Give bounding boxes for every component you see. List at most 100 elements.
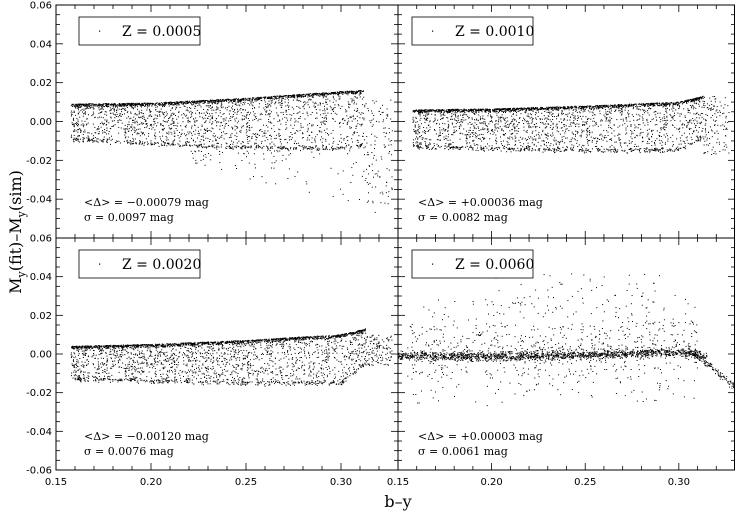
data-point (302, 148, 304, 150)
data-point (278, 100, 280, 102)
data-point (146, 105, 148, 107)
data-point (115, 142, 117, 143)
data-point (142, 132, 144, 134)
data-point (188, 111, 190, 113)
data-point (589, 107, 591, 109)
data-point (204, 122, 206, 124)
data-point (609, 139, 611, 140)
data-point (206, 111, 207, 113)
data-point (458, 109, 460, 111)
data-point (672, 116, 674, 118)
data-point (73, 110, 75, 112)
data-point (155, 102, 157, 104)
data-point (148, 135, 149, 137)
data-point (363, 119, 365, 121)
data-point (247, 136, 249, 137)
data-point (298, 117, 300, 119)
data-point (72, 103, 74, 105)
data-point (509, 109, 511, 111)
data-point (224, 123, 226, 125)
data-point (547, 132, 549, 134)
data-point (619, 110, 621, 112)
data-point (463, 108, 465, 110)
data-point (204, 146, 206, 148)
data-point (122, 104, 124, 106)
data-point (422, 110, 424, 111)
data-point (538, 108, 540, 110)
data-point (203, 101, 205, 103)
data-point (158, 111, 160, 113)
data-point (124, 104, 126, 106)
data-point (584, 110, 586, 112)
data-point (554, 137, 556, 139)
data-point (463, 119, 465, 121)
data-point (124, 108, 126, 110)
data-point (184, 106, 186, 107)
data-point (345, 109, 347, 111)
data-point (106, 140, 108, 142)
data-point (124, 137, 126, 139)
data-point (384, 145, 386, 147)
data-point (270, 98, 271, 100)
data-point (170, 131, 172, 133)
data-point (530, 108, 532, 110)
data-point (134, 122, 136, 124)
data-point (273, 96, 275, 97)
data-point (217, 108, 219, 110)
data-point (311, 142, 313, 143)
data-point (594, 114, 596, 115)
data-point (218, 137, 220, 139)
data-point (576, 131, 578, 132)
data-point (281, 106, 283, 108)
data-point (484, 118, 486, 120)
data-point (168, 127, 170, 129)
data-point (685, 145, 687, 147)
data-point (603, 114, 605, 116)
data-point (199, 116, 201, 118)
data-point (147, 104, 149, 106)
data-point (269, 150, 271, 152)
data-point (301, 94, 303, 96)
data-point (616, 105, 618, 107)
data-point (475, 110, 477, 112)
data-point (129, 104, 131, 106)
data-point (198, 132, 200, 134)
data-point (477, 134, 479, 136)
data-point (565, 125, 567, 127)
data-point (149, 110, 151, 112)
data-point (304, 145, 306, 147)
data-point (121, 122, 123, 124)
data-point (503, 110, 505, 112)
data-point (229, 99, 231, 101)
data-point (446, 138, 448, 140)
data-point (170, 113, 172, 115)
data-point (323, 92, 325, 94)
data-point (135, 130, 137, 132)
data-point (303, 93, 305, 95)
data-point (516, 108, 518, 110)
data-point (315, 102, 317, 104)
data-point (280, 139, 282, 140)
data-point (124, 131, 126, 133)
data-point (555, 142, 557, 144)
data-point (84, 112, 86, 114)
data-point (113, 120, 115, 122)
data-point (246, 129, 247, 131)
data-point (215, 102, 216, 104)
data-point (355, 92, 357, 94)
data-point (424, 141, 426, 142)
data-point (303, 105, 305, 107)
data-point (551, 106, 553, 108)
data-point (539, 119, 541, 121)
data-point (306, 139, 308, 141)
data-point (238, 104, 240, 106)
data-point (121, 107, 123, 109)
data-point (154, 138, 156, 140)
data-point (129, 140, 131, 142)
data-point (225, 99, 227, 101)
data-point (433, 120, 435, 122)
data-point (567, 146, 568, 148)
data-point (284, 139, 286, 141)
data-point (199, 104, 201, 106)
data-point (198, 112, 200, 113)
